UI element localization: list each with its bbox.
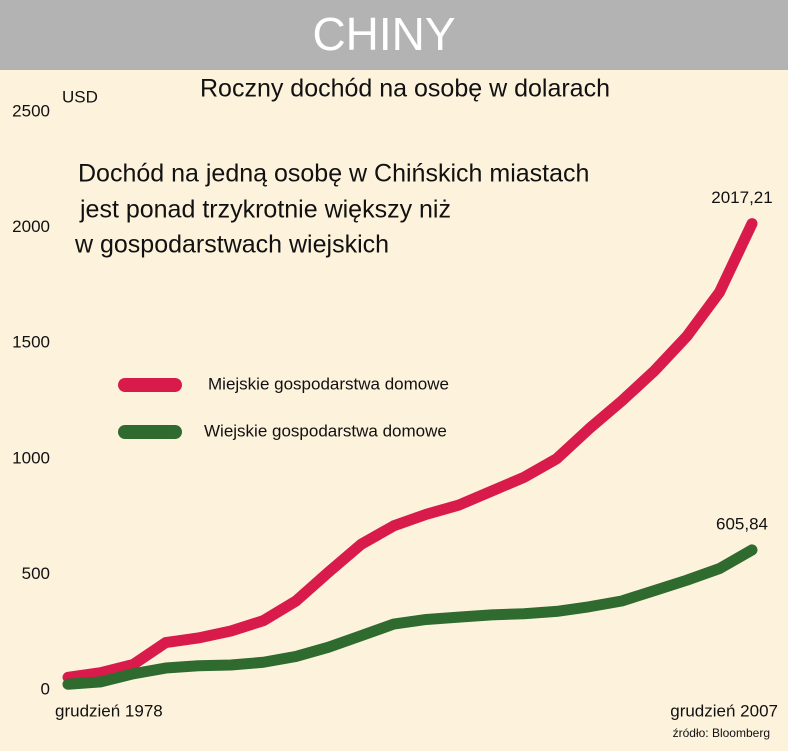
y-tick-label: 1500	[12, 333, 50, 352]
y-tick-label: 0	[41, 679, 50, 698]
legend-label: Miejskie gospodarstwa domowe	[208, 374, 449, 393]
y-tick-label: 500	[22, 564, 50, 583]
x-tick-label: grudzień 1978	[55, 701, 163, 720]
y-tick-label: 2500	[12, 101, 50, 120]
chart-title: Roczny dochód na osobę w dolarach	[200, 75, 610, 103]
annotation: w gospodarstwach wiejskich	[74, 231, 389, 259]
y-axis-label: USD	[62, 87, 98, 106]
data-label: 2017,21	[711, 188, 772, 207]
data-label: 605,84	[716, 514, 768, 533]
annotation: jest ponad trzykrotnie większy niż	[79, 196, 451, 224]
x-tick-label: grudzień 2007	[670, 701, 778, 720]
y-tick-label: 2000	[12, 217, 50, 236]
series-line	[62, 218, 758, 683]
annotation: Dochód na jedną osobę w Chińskich miasta…	[78, 160, 589, 188]
y-tick-label: 1000	[12, 448, 50, 467]
header-bar	[0, 0, 788, 70]
series-line	[62, 544, 758, 690]
header: CHINY	[312, 8, 455, 60]
source: źródło: Bloomberg	[673, 726, 770, 740]
legend-label: Wiejskie gospodarstwa domowe	[204, 421, 447, 440]
